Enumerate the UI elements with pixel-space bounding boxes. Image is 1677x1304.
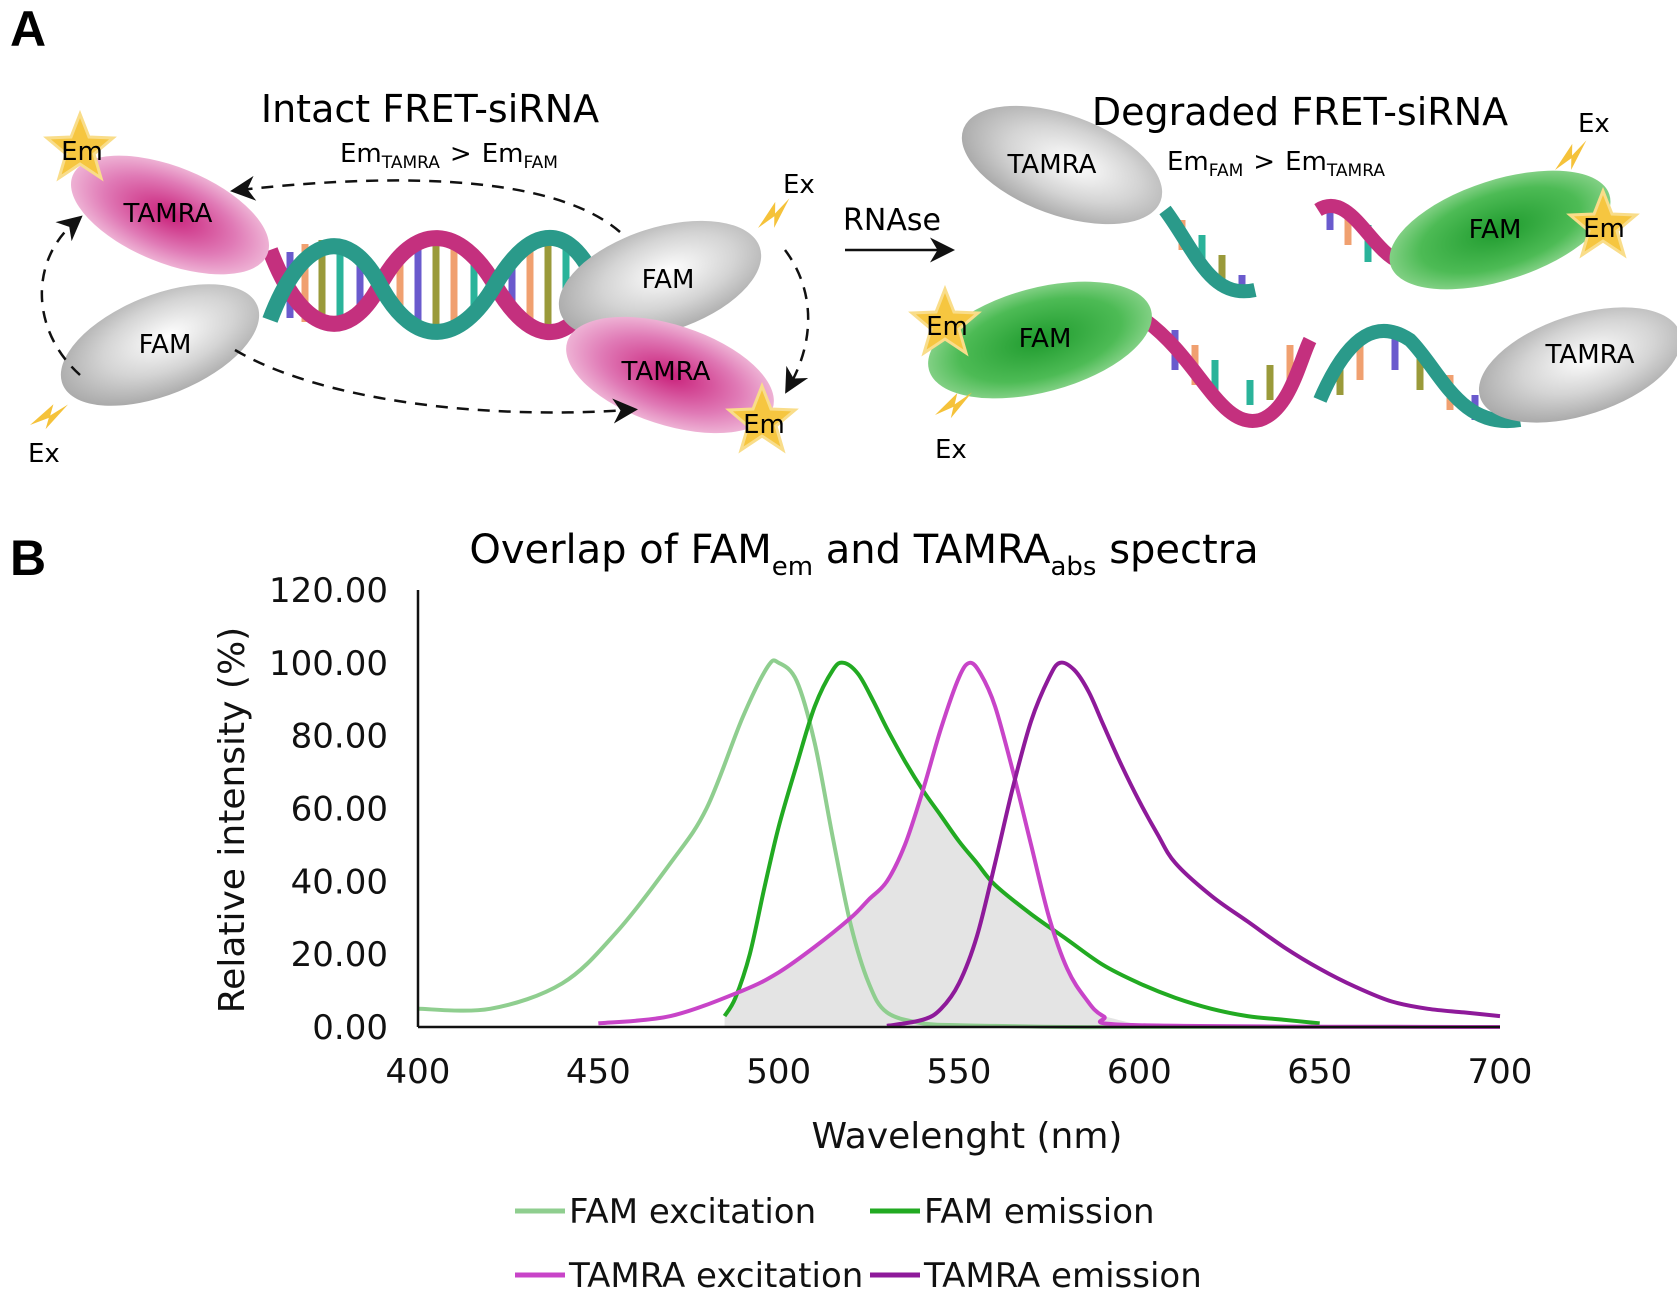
fam-label-left: FAM xyxy=(139,330,192,360)
excitation-bolt-icon xyxy=(26,400,73,433)
intact-rule: EmTAMRA > EmFAM xyxy=(340,139,558,173)
tamra-ellipse-left xyxy=(70,155,270,275)
degraded-fragment-fam-top xyxy=(1314,199,1404,269)
tamra-label-right: TAMRA xyxy=(621,357,711,387)
x-tick-label: 450 xyxy=(566,1052,631,1092)
tamra-label-degraded-bottom: TAMRA xyxy=(1545,340,1635,370)
x-axis-label: Wavelenght (nm) xyxy=(812,1116,1123,1157)
series-line-tamra-emission xyxy=(886,660,1501,1028)
legend-label-tamra-excitation: TAMRA excitation xyxy=(568,1256,863,1296)
tamra-grey-ellipse-degraded-bottom xyxy=(1478,307,1677,423)
excitation-bolt-icon xyxy=(751,194,799,235)
ex-label-degraded-top: Ex xyxy=(1578,109,1610,139)
y-tick-label: 100.00 xyxy=(269,644,388,684)
x-tick-label: 400 xyxy=(386,1052,451,1092)
chart-title: Overlap of FAMem and TAMRAabs spectra xyxy=(469,527,1258,582)
em-label-degraded-bottom: Em xyxy=(926,312,968,342)
ex-label-right: Ex xyxy=(783,170,815,200)
tamra-grey-ellipse-degraded xyxy=(961,105,1163,225)
tamra-label-left: TAMRA xyxy=(123,199,213,229)
x-tick-label: 700 xyxy=(1468,1052,1533,1092)
rnase-label: RNAse xyxy=(843,203,941,238)
y-axis-label: Relative intensity (%) xyxy=(212,627,253,1013)
fam-green-ellipse-bottom xyxy=(928,281,1152,399)
y-tick-label: 20.00 xyxy=(291,935,388,975)
series-line-tamra-excitation xyxy=(598,660,1501,1029)
y-tick-label: 120.00 xyxy=(269,571,388,611)
panel-b-letter: B xyxy=(10,530,46,586)
y-tick-label: 80.00 xyxy=(291,717,388,757)
y-tick-label: 40.00 xyxy=(291,862,388,902)
legend-label-fam-excitation: FAM excitation xyxy=(569,1192,816,1232)
fam-ellipse-left xyxy=(60,284,260,406)
degraded-fragment-fam-bottom xyxy=(1140,314,1317,428)
degraded-fragment-tamra-top xyxy=(1159,205,1257,299)
degraded-title: Degraded FRET-siRNA xyxy=(1092,90,1508,134)
overlap-area xyxy=(724,790,1140,1027)
tamra-label-degraded-top: TAMRA xyxy=(1007,150,1097,180)
degraded-rule: EmFAM > EmTAMRA xyxy=(1167,147,1385,181)
fam-green-ellipse-top xyxy=(1389,170,1611,290)
legend-label-tamra-emission: TAMRA emission xyxy=(923,1256,1202,1296)
legend-label-fam-emission: FAM emission xyxy=(924,1192,1155,1232)
fam-label-degraded-bottom: FAM xyxy=(1019,324,1072,354)
em-label-degraded-top: Em xyxy=(1583,214,1625,244)
y-tick-label: 0.00 xyxy=(312,1008,388,1048)
fam-label-degraded-top: FAM xyxy=(1469,215,1522,245)
ex-label-degraded-bottom: Ex xyxy=(935,435,967,465)
fret-dashed-arrows xyxy=(40,175,810,424)
x-tick-label: 550 xyxy=(927,1052,992,1092)
ex-label-left: Ex xyxy=(28,439,60,469)
fam-label-right: FAM xyxy=(642,265,695,295)
degraded-fragment-tamra-bottom xyxy=(1313,324,1522,429)
panel-a-letter: A xyxy=(10,1,46,57)
intact-dna-helix xyxy=(262,229,597,341)
excitation-bolt-icon xyxy=(930,388,978,423)
y-tick-label: 60.00 xyxy=(291,790,388,830)
em-label-left: Em xyxy=(61,137,103,167)
x-tick-label: 600 xyxy=(1107,1052,1172,1092)
em-label-right: Em xyxy=(743,410,785,440)
x-tick-label: 500 xyxy=(746,1052,811,1092)
fam-ellipse-right xyxy=(558,220,762,340)
spectra-chart: 400 450 500 550 600 650 700 0.00 20.00 40.00 60.0… xyxy=(269,571,1532,1092)
x-tick-label: 650 xyxy=(1287,1052,1352,1092)
intact-title: Intact FRET-siRNA xyxy=(261,87,599,131)
chart-legend: FAM excitation FAM emission TAMRA excitati… xyxy=(515,1192,1202,1296)
